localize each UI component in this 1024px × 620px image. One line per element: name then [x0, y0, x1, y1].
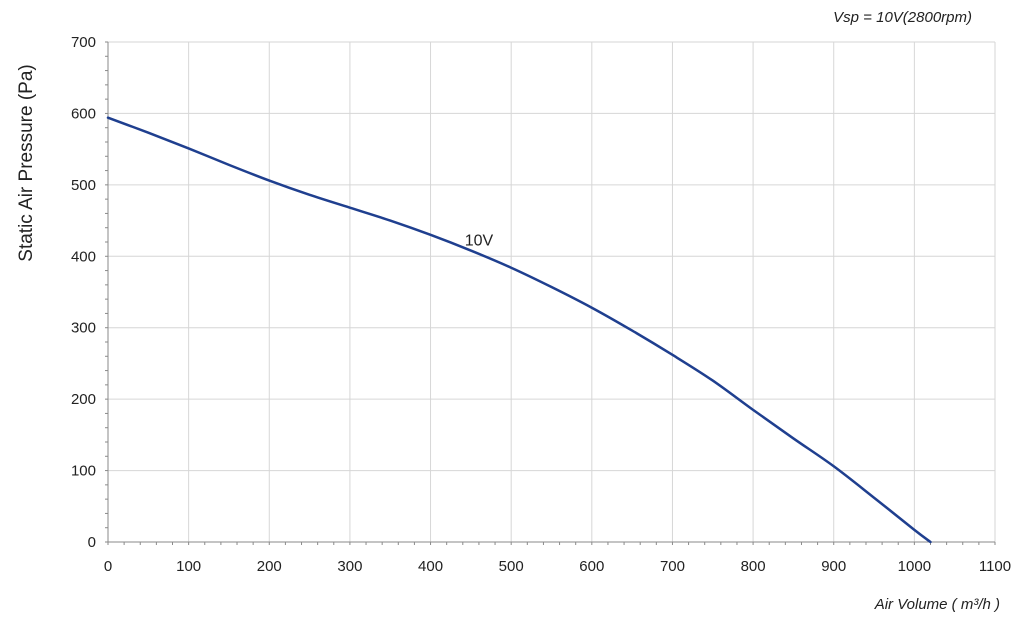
x-tick-label: 1100 [979, 558, 1011, 575]
operating-point-annotation: Vsp = 10V(2800rpm) [833, 9, 972, 26]
y-tick-label: 300 [71, 320, 96, 337]
y-tick-label: 500 [71, 177, 96, 194]
series-label-10v: 10V [465, 233, 494, 250]
x-tick-label: 600 [579, 558, 604, 575]
y-tick-label: 100 [71, 463, 96, 480]
series-group [106, 116, 932, 544]
y-tick-label: 200 [71, 391, 96, 408]
x-tick-label: 200 [257, 558, 282, 575]
axes [105, 41, 996, 545]
x-tick-label: 800 [741, 558, 766, 575]
grid-lines [108, 41, 996, 542]
x-tick-label: 400 [418, 558, 443, 575]
y-tick-label: 400 [71, 248, 96, 265]
x-tick-label: 1000 [898, 558, 931, 575]
x-tick-label: 300 [337, 558, 362, 575]
series-line-10v [106, 116, 932, 544]
y-tick-label: 700 [71, 34, 96, 51]
y-tick-label: 600 [71, 105, 96, 122]
x-tick-label: 900 [821, 558, 846, 575]
x-axis-label: Air Volume ( m³/h ) [874, 596, 1000, 613]
x-tick-label: 700 [660, 558, 685, 575]
y-tick-label: 0 [88, 534, 96, 551]
x-tick-label: 500 [499, 558, 524, 575]
tick-labels: 0 100 200 300 400 500 600 700 800 900 1000 1100 0 100… [71, 34, 1011, 575]
x-tick-label: 100 [176, 558, 201, 575]
x-tick-label: 0 [104, 558, 112, 575]
y-axis-label: Static Air Pressure (Pa) [16, 64, 37, 261]
